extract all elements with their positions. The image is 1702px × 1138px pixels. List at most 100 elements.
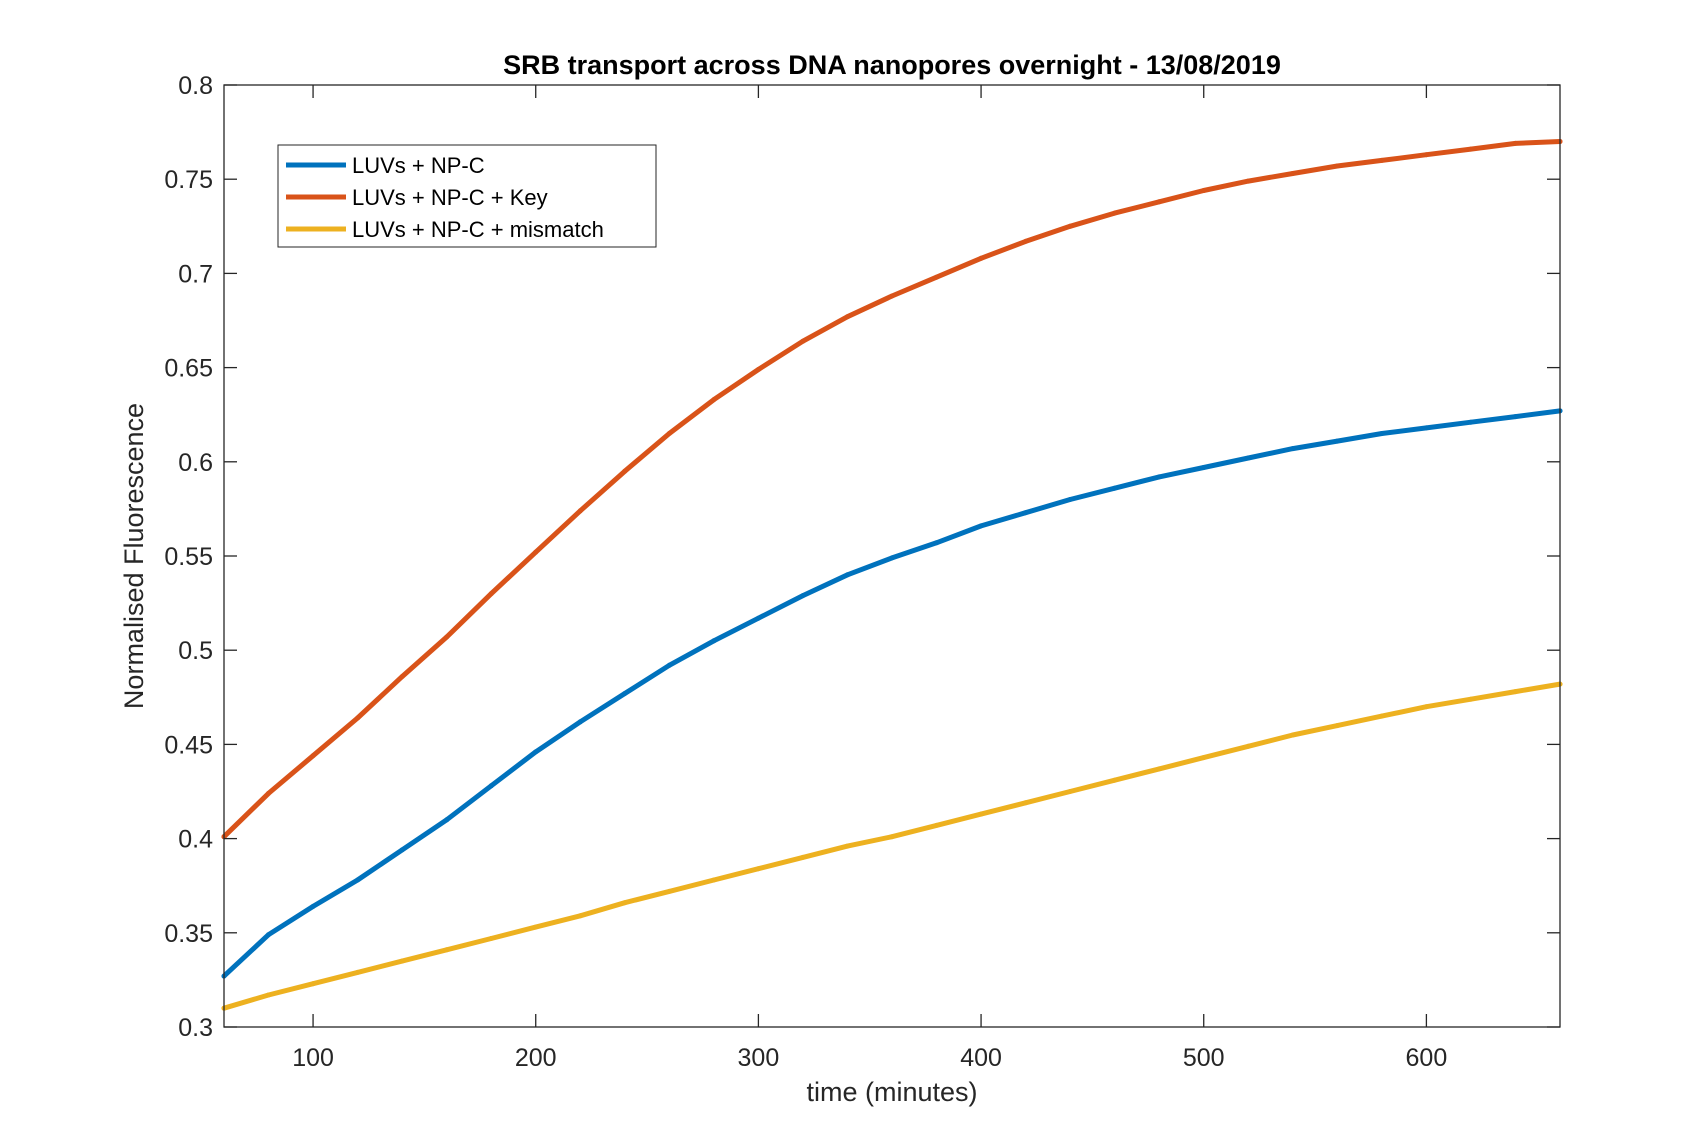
data-point-series-3 bbox=[1423, 704, 1429, 710]
legend-label-1: LUVs + NP-C bbox=[352, 153, 485, 178]
data-point-series-2 bbox=[310, 753, 316, 759]
y-tick-label: 0.45 bbox=[164, 731, 213, 759]
data-point-series-3 bbox=[934, 822, 939, 828]
y-tick-label: 0.4 bbox=[178, 826, 213, 854]
data-point-series-3 bbox=[266, 992, 271, 998]
data-point-series-3 bbox=[1334, 723, 1340, 729]
data-point-series-1 bbox=[1023, 510, 1029, 516]
data-point-series-3 bbox=[845, 843, 850, 849]
data-point-series-3 bbox=[1468, 696, 1474, 702]
y-tick-label: 0.3 bbox=[178, 1014, 213, 1042]
data-point-series-2 bbox=[1156, 199, 1162, 205]
data-point-series-2 bbox=[1067, 223, 1073, 229]
data-point-series-3 bbox=[399, 958, 405, 964]
data-point-series-1 bbox=[1423, 425, 1429, 431]
data-point-series-3 bbox=[666, 888, 672, 894]
y-tick-label: 0.65 bbox=[164, 355, 213, 383]
data-point-series-2 bbox=[934, 274, 939, 280]
data-point-series-3 bbox=[711, 877, 717, 883]
data-point-series-1 bbox=[266, 932, 271, 938]
data-point-series-3 bbox=[1023, 800, 1029, 806]
data-point-series-3 bbox=[1067, 789, 1073, 794]
data-point-series-3 bbox=[978, 811, 984, 817]
data-point-series-3 bbox=[444, 947, 450, 953]
data-point-series-1 bbox=[488, 783, 494, 789]
data-point-series-3 bbox=[1513, 689, 1518, 695]
data-point-series-2 bbox=[577, 508, 583, 514]
data-point-series-2 bbox=[622, 468, 628, 474]
x-axis-label: time (minutes) bbox=[806, 1077, 977, 1107]
data-point-series-3 bbox=[622, 900, 628, 906]
x-tick-label: 200 bbox=[515, 1044, 557, 1072]
data-point-series-2 bbox=[1513, 140, 1518, 146]
data-point-series-3 bbox=[1112, 777, 1118, 783]
data-point-series-3 bbox=[1156, 766, 1162, 772]
data-point-series-3 bbox=[533, 924, 539, 930]
data-point-series-1 bbox=[934, 540, 939, 546]
x-tick-label: 400 bbox=[960, 1044, 1002, 1072]
data-point-series-2 bbox=[1245, 178, 1251, 184]
y-tick-label: 0.5 bbox=[178, 637, 213, 665]
data-point-series-1 bbox=[1067, 497, 1073, 502]
data-point-series-3 bbox=[577, 913, 583, 919]
data-point-series-1 bbox=[755, 615, 761, 621]
data-point-series-3 bbox=[1245, 743, 1251, 749]
series-lines bbox=[221, 139, 1563, 1011]
data-point-series-1 bbox=[310, 903, 316, 909]
legend-label-2: LUVs + NP-C + Key bbox=[352, 185, 548, 210]
data-point-series-1 bbox=[978, 523, 984, 529]
data-point-series-1 bbox=[1156, 474, 1162, 480]
data-point-series-3 bbox=[755, 866, 761, 872]
data-point-series-3 bbox=[889, 834, 895, 840]
data-point-series-3 bbox=[355, 969, 361, 975]
y-tick-label: 0.35 bbox=[164, 920, 213, 948]
y-tick-label: 0.75 bbox=[164, 166, 213, 194]
data-point-series-1 bbox=[399, 847, 405, 853]
y-axis-label: Normalised Fluorescence bbox=[119, 403, 149, 709]
y-tick-label: 0.8 bbox=[178, 72, 213, 100]
data-point-series-1 bbox=[577, 719, 583, 725]
data-point-series-1 bbox=[533, 749, 539, 755]
y-tick-label: 0.6 bbox=[178, 449, 213, 477]
data-point-series-3 bbox=[1379, 713, 1385, 719]
data-point-series-1 bbox=[622, 691, 628, 696]
data-point-series-2 bbox=[444, 634, 450, 640]
data-point-series-2 bbox=[355, 715, 361, 721]
x-tick-label: 600 bbox=[1406, 1044, 1448, 1072]
data-point-series-2 bbox=[845, 314, 850, 320]
data-point-series-2 bbox=[889, 293, 895, 299]
data-point-series-2 bbox=[1379, 157, 1385, 163]
data-point-series-2 bbox=[800, 338, 806, 344]
data-point-series-3 bbox=[310, 981, 316, 987]
data-point-series-3 bbox=[800, 854, 806, 860]
data-point-series-1 bbox=[1112, 485, 1118, 491]
data-point-series-2 bbox=[266, 790, 271, 796]
data-point-series-1 bbox=[711, 638, 717, 644]
data-point-series-3 bbox=[488, 936, 494, 941]
data-point-series-2 bbox=[533, 549, 539, 555]
data-point-series-1 bbox=[1379, 431, 1385, 436]
data-point-series-1 bbox=[1334, 438, 1340, 444]
data-point-series-3 bbox=[1290, 732, 1296, 738]
y-tick-label: 0.55 bbox=[164, 543, 213, 571]
data-point-series-2 bbox=[399, 674, 405, 680]
data-point-series-1 bbox=[1201, 465, 1207, 470]
data-point-series-1 bbox=[1513, 414, 1518, 420]
x-tick-label: 100 bbox=[292, 1044, 334, 1072]
data-point-series-2 bbox=[1290, 171, 1296, 176]
y-tick-label: 0.7 bbox=[178, 260, 213, 288]
data-point-series-3 bbox=[1201, 755, 1207, 761]
x-axis-ticks: 100 200 300 400 500 600 bbox=[292, 85, 1447, 1072]
data-point-series-2 bbox=[666, 431, 672, 436]
chart-title: SRB transport across DNA nanopores overn… bbox=[503, 50, 1281, 80]
legend-label-3: LUVs + NP-C + mismatch bbox=[352, 217, 604, 242]
data-point-series-1 bbox=[1245, 455, 1251, 461]
data-point-series-2 bbox=[488, 591, 494, 597]
legend: LUVs + NP-C LUVs + NP-C + Key LUVs + NP-C … bbox=[277, 144, 657, 248]
data-point-series-2 bbox=[1201, 188, 1207, 193]
data-point-series-2 bbox=[978, 255, 984, 261]
x-tick-label: 500 bbox=[1183, 1044, 1225, 1072]
data-point-series-2 bbox=[1334, 163, 1340, 169]
x-tick-label: 300 bbox=[738, 1044, 780, 1072]
